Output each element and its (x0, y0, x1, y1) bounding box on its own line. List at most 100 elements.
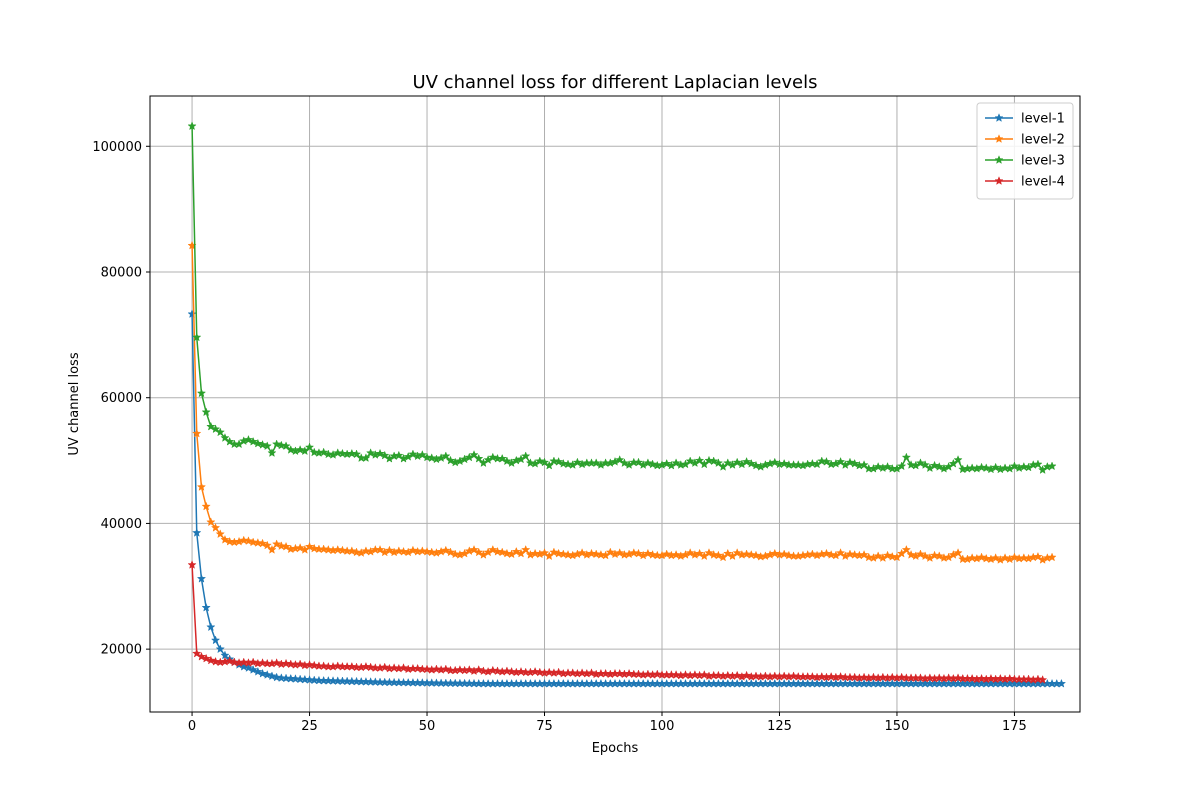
y-axis: 20000 40000 60000 80000 100000 (92, 140, 150, 658)
data-point (887, 551, 897, 561)
data-point (318, 447, 329, 457)
data-point (1005, 673, 1015, 683)
data-point (807, 549, 818, 559)
data-point (563, 459, 573, 469)
data-point (1033, 674, 1043, 684)
data-point (248, 664, 258, 674)
data-point (671, 458, 681, 468)
data-point (615, 548, 625, 557)
data-point (384, 545, 395, 555)
data-point (788, 671, 799, 681)
data-point (192, 332, 202, 342)
data-point (220, 534, 230, 544)
data-point (553, 456, 564, 466)
data-point (394, 450, 404, 460)
data-point (488, 665, 498, 675)
data-point (488, 452, 498, 462)
data-point (530, 548, 540, 558)
data-point (967, 673, 977, 683)
data-point (878, 672, 888, 682)
data-point (643, 669, 653, 679)
data-point (206, 517, 216, 527)
data-point (412, 663, 423, 673)
data-point (347, 661, 357, 671)
y-tick-label: 80000 (101, 266, 142, 281)
data-point (615, 455, 625, 464)
data-point (267, 448, 277, 457)
data-point (365, 448, 376, 457)
data-point (478, 666, 489, 676)
data-point (976, 673, 987, 683)
data-point (502, 666, 512, 676)
data-point (192, 648, 202, 658)
data-point (897, 672, 907, 682)
data-point (817, 671, 827, 681)
data-point (671, 670, 681, 679)
data-point (187, 560, 197, 569)
data-point (445, 455, 456, 465)
data-point (553, 667, 564, 677)
data-point (323, 449, 333, 459)
data-point (741, 456, 752, 466)
data-point (647, 549, 658, 559)
data-point (253, 538, 263, 547)
data-point (196, 388, 207, 398)
data-point (192, 428, 202, 438)
data-point (1047, 461, 1057, 471)
data-point (210, 656, 221, 666)
data-point (239, 657, 249, 667)
data-point (901, 452, 912, 462)
data-point (304, 541, 315, 551)
data-point (605, 547, 615, 557)
data-point (271, 658, 282, 667)
data-point (685, 548, 695, 557)
data-point (281, 541, 291, 551)
data-point (925, 673, 935, 683)
data-point (671, 549, 681, 559)
data-point (220, 433, 230, 442)
y-tick-label: 60000 (101, 391, 142, 406)
data-point (187, 121, 197, 131)
legend-label: level-2 (1021, 133, 1065, 148)
data-point (694, 548, 705, 558)
data-point (920, 460, 930, 469)
data-point (826, 549, 836, 559)
x-tick-label: 175 (1002, 719, 1027, 734)
data-point (530, 666, 540, 676)
data-point (516, 666, 526, 676)
data-point (267, 544, 277, 554)
data-point (318, 661, 329, 671)
data-point (295, 444, 305, 454)
data-point (271, 439, 282, 449)
data-point (845, 457, 855, 467)
data-point (934, 673, 944, 683)
data-point (835, 671, 846, 681)
data-point (563, 549, 573, 559)
data-point (1033, 551, 1043, 561)
data-point (224, 436, 235, 446)
data-point (417, 450, 427, 459)
data-point (572, 457, 583, 467)
data-point (662, 458, 672, 468)
data-point (704, 455, 714, 465)
data-point (779, 549, 789, 559)
x-axis-label: Epochs (592, 741, 639, 756)
data-point (422, 452, 432, 462)
data-point (770, 671, 780, 681)
data-point (967, 463, 977, 473)
data-point (713, 550, 724, 560)
data-point (417, 546, 427, 556)
data-point (652, 669, 662, 679)
data-point (286, 444, 296, 454)
data-point (492, 666, 503, 676)
data-point (257, 439, 268, 449)
data-point (262, 540, 272, 550)
x-tick-label: 125 (767, 719, 792, 734)
data-point (690, 670, 700, 679)
data-point (333, 448, 343, 457)
data-point (257, 668, 268, 678)
data-point (535, 456, 545, 466)
data-point (1000, 553, 1010, 562)
